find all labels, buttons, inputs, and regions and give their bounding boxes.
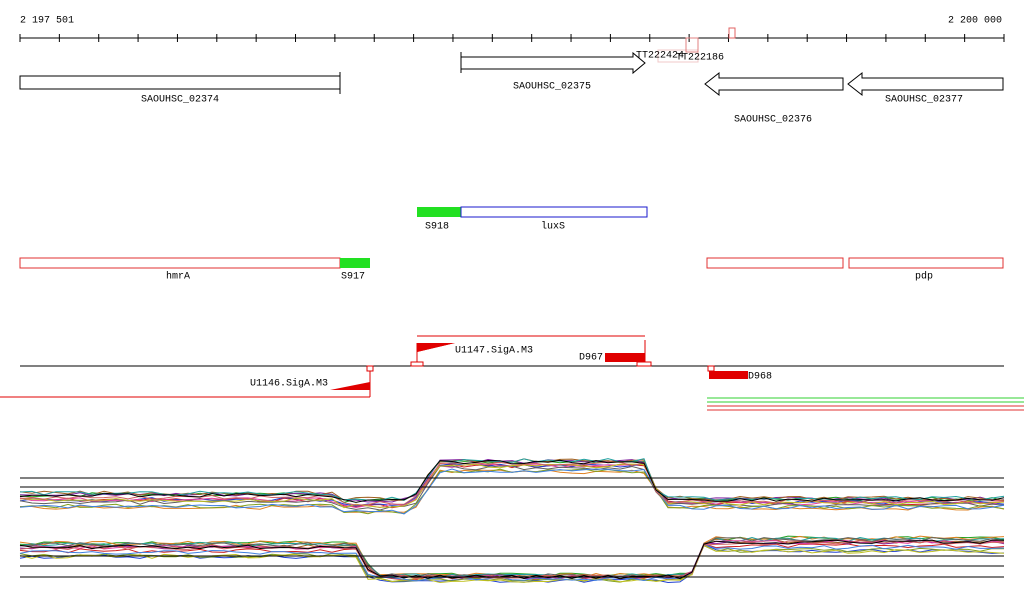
gene-label: SAOUHSC_02376 xyxy=(734,115,812,126)
terminator-label: D968 xyxy=(748,372,772,383)
overlap-label: TT222186 xyxy=(676,53,724,64)
promoter xyxy=(417,343,455,352)
site xyxy=(410,361,424,367)
overlap-box xyxy=(685,37,699,53)
feature-label: S918 xyxy=(425,222,449,233)
gene xyxy=(19,75,341,90)
terminator-label: D967 xyxy=(579,353,603,364)
profile-line xyxy=(19,539,1005,580)
profile-line xyxy=(19,459,1005,503)
site xyxy=(636,361,652,367)
terminator xyxy=(605,353,645,362)
promoter-label: U1146.SigA.M3 xyxy=(250,378,328,390)
feature-label: luxS xyxy=(541,221,565,233)
gene-label: SAOUHSC_02377 xyxy=(885,95,963,106)
promoter xyxy=(330,382,370,390)
profile-line xyxy=(19,463,1005,509)
feature-label: hmrA xyxy=(166,271,190,283)
marker xyxy=(728,27,736,39)
ruler-start: 2 197 501 xyxy=(20,16,74,27)
gene xyxy=(847,71,1004,97)
feature-label: pdp xyxy=(915,271,933,283)
ruler xyxy=(19,34,1005,42)
expression-profiles xyxy=(19,458,1005,584)
gene xyxy=(460,51,646,75)
overlap-label: TT222424 xyxy=(636,51,684,62)
feature-box xyxy=(19,257,341,269)
profile-line xyxy=(19,468,1005,515)
profile-baselines xyxy=(20,477,1004,578)
profile-line xyxy=(19,543,1005,582)
gene-label: SAOUHSC_02375 xyxy=(513,82,591,93)
gene-label: SAOUHSC_02374 xyxy=(141,95,219,106)
feature-box xyxy=(706,257,844,269)
overlap-box xyxy=(657,49,699,63)
profile-line xyxy=(19,544,1005,584)
ruler-end: 2 200 000 xyxy=(948,16,1002,27)
terminator xyxy=(709,371,748,379)
promoter-label: U1147.SigA.M3 xyxy=(455,345,533,357)
feature-box xyxy=(340,258,370,268)
feature-box xyxy=(460,206,648,218)
feature-label: S917 xyxy=(341,272,365,283)
feature-box xyxy=(417,207,461,217)
profile-line xyxy=(19,545,1005,583)
gene xyxy=(704,71,844,97)
profile-line xyxy=(19,540,1005,580)
feature-box xyxy=(848,257,1004,269)
